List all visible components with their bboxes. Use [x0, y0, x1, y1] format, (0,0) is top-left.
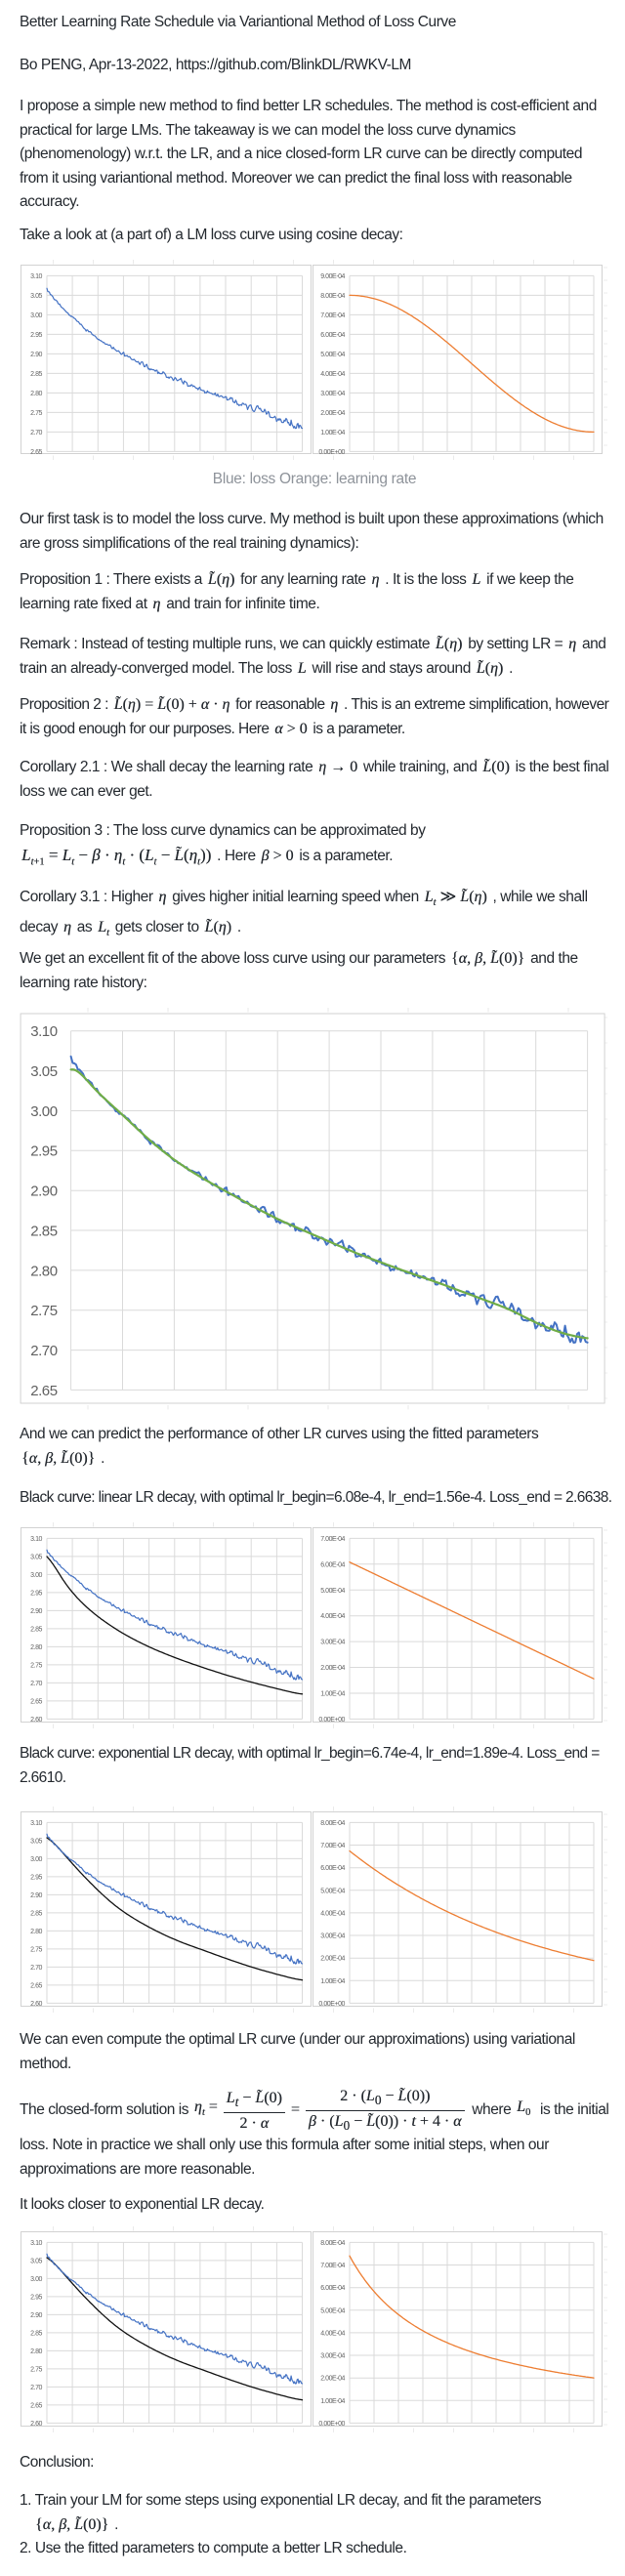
svg-text:2.90: 2.90 [30, 1892, 42, 1899]
svg-text:2.85: 2.85 [30, 1223, 58, 1239]
svg-text:3.10: 3.10 [30, 2240, 42, 2247]
svg-text:2.70: 2.70 [30, 1681, 42, 1687]
svg-text:3.05: 3.05 [30, 1838, 42, 1845]
svg-text:2.90: 2.90 [30, 1608, 42, 1615]
svg-text:2.95: 2.95 [30, 1143, 58, 1160]
svg-text:5.00E-04: 5.00E-04 [320, 1588, 345, 1595]
svg-text:3.00: 3.00 [30, 1103, 58, 1120]
svg-text:2.65: 2.65 [30, 2402, 42, 2409]
svg-text:2.75: 2.75 [30, 2366, 42, 2373]
svg-text:2.80: 2.80 [30, 2348, 42, 2355]
svg-text:8.00E-04: 8.00E-04 [320, 293, 345, 300]
svg-text:2.75: 2.75 [30, 1662, 42, 1669]
svg-text:2.85: 2.85 [30, 371, 42, 378]
svg-text:1.00E-04: 1.00E-04 [320, 1691, 345, 1698]
svg-text:2.75: 2.75 [30, 410, 42, 417]
svg-text:3.05: 3.05 [30, 293, 42, 300]
svg-text:3.00: 3.00 [30, 2276, 42, 2283]
svg-text:1.00E-04: 1.00E-04 [320, 1978, 345, 1985]
svg-text:2.70: 2.70 [30, 1965, 42, 1972]
svg-text:2.00E-04: 2.00E-04 [320, 1956, 345, 1963]
svg-text:5.00E-04: 5.00E-04 [320, 2307, 345, 2314]
svg-text:1.00E-04: 1.00E-04 [320, 2398, 345, 2405]
svg-text:1.00E-04: 1.00E-04 [320, 430, 345, 436]
svg-text:2.80: 2.80 [30, 1644, 42, 1651]
svg-text:3.10: 3.10 [30, 1820, 42, 1827]
svg-text:3.10: 3.10 [30, 273, 42, 280]
svg-text:7.00E-04: 7.00E-04 [320, 312, 345, 319]
svg-text:8.00E-04: 8.00E-04 [320, 1820, 345, 1827]
svg-text:3.05: 3.05 [30, 1554, 42, 1560]
svg-text:2.80: 2.80 [30, 391, 42, 397]
svg-text:8.00E-04: 8.00E-04 [320, 2240, 345, 2247]
svg-text:6.00E-04: 6.00E-04 [320, 2285, 345, 2292]
svg-text:2.95: 2.95 [30, 2294, 42, 2301]
svg-text:2.90: 2.90 [30, 1184, 58, 1200]
svg-text:2.80: 2.80 [30, 1929, 42, 1935]
svg-text:4.00E-04: 4.00E-04 [320, 1910, 345, 1917]
svg-text:2.95: 2.95 [30, 1874, 42, 1881]
svg-text:3.00: 3.00 [30, 1856, 42, 1863]
svg-text:2.00E-04: 2.00E-04 [320, 1665, 345, 1672]
svg-text:2.70: 2.70 [30, 2385, 42, 2391]
svg-text:2.65: 2.65 [30, 1698, 42, 1705]
svg-text:2.85: 2.85 [30, 1626, 42, 1633]
svg-text:0.00E+00: 0.00E+00 [318, 2001, 345, 2008]
svg-text:2.90: 2.90 [30, 2312, 42, 2319]
svg-text:6.00E-04: 6.00E-04 [320, 332, 345, 339]
svg-text:2.00E-04: 2.00E-04 [320, 410, 345, 417]
svg-text:2.75: 2.75 [30, 1303, 58, 1319]
svg-text:2.65: 2.65 [30, 1383, 58, 1399]
svg-text:6.00E-04: 6.00E-04 [320, 1561, 345, 1568]
svg-text:3.10: 3.10 [30, 1536, 42, 1543]
svg-text:9.00E-04: 9.00E-04 [320, 273, 345, 280]
svg-text:0.00E+00: 0.00E+00 [318, 1717, 345, 1724]
svg-text:2.60: 2.60 [30, 2001, 42, 2008]
svg-text:7.00E-04: 7.00E-04 [320, 1843, 345, 1849]
svg-text:3.00E-04: 3.00E-04 [320, 391, 345, 397]
svg-text:3.00E-04: 3.00E-04 [320, 1933, 345, 1940]
svg-text:2.00E-04: 2.00E-04 [320, 2376, 345, 2383]
svg-text:7.00E-04: 7.00E-04 [320, 2263, 345, 2269]
svg-text:5.00E-04: 5.00E-04 [320, 1888, 345, 1894]
svg-text:4.00E-04: 4.00E-04 [320, 2330, 345, 2337]
svg-text:3.10: 3.10 [30, 1023, 58, 1040]
svg-text:2.80: 2.80 [30, 1263, 58, 1279]
svg-text:2.85: 2.85 [30, 2330, 42, 2337]
svg-text:2.95: 2.95 [30, 1590, 42, 1597]
svg-text:3.05: 3.05 [30, 2258, 42, 2264]
svg-text:3.00: 3.00 [30, 1572, 42, 1579]
svg-text:2.60: 2.60 [30, 1717, 42, 1724]
svg-text:2.95: 2.95 [30, 332, 42, 339]
svg-text:2.70: 2.70 [30, 430, 42, 436]
svg-text:0.00E+00: 0.00E+00 [318, 2421, 345, 2428]
svg-text:2.70: 2.70 [30, 1343, 58, 1359]
svg-text:3.00: 3.00 [30, 312, 42, 319]
svg-text:4.00E-04: 4.00E-04 [320, 371, 345, 378]
svg-text:2.65: 2.65 [30, 1982, 42, 1989]
svg-text:4.00E-04: 4.00E-04 [320, 1613, 345, 1620]
svg-text:3.00E-04: 3.00E-04 [320, 1640, 345, 1646]
svg-text:2.60: 2.60 [30, 2421, 42, 2428]
svg-text:2.90: 2.90 [30, 352, 42, 358]
svg-text:0.00E+00: 0.00E+00 [318, 449, 345, 456]
svg-text:2.65: 2.65 [30, 449, 42, 456]
svg-text:3.05: 3.05 [30, 1063, 58, 1080]
svg-text:2.85: 2.85 [30, 1910, 42, 1917]
svg-text:7.00E-04: 7.00E-04 [320, 1536, 345, 1543]
svg-text:2.75: 2.75 [30, 1946, 42, 1953]
svg-text:3.00E-04: 3.00E-04 [320, 2353, 345, 2360]
svg-text:6.00E-04: 6.00E-04 [320, 1865, 345, 1872]
svg-text:5.00E-04: 5.00E-04 [320, 352, 345, 358]
